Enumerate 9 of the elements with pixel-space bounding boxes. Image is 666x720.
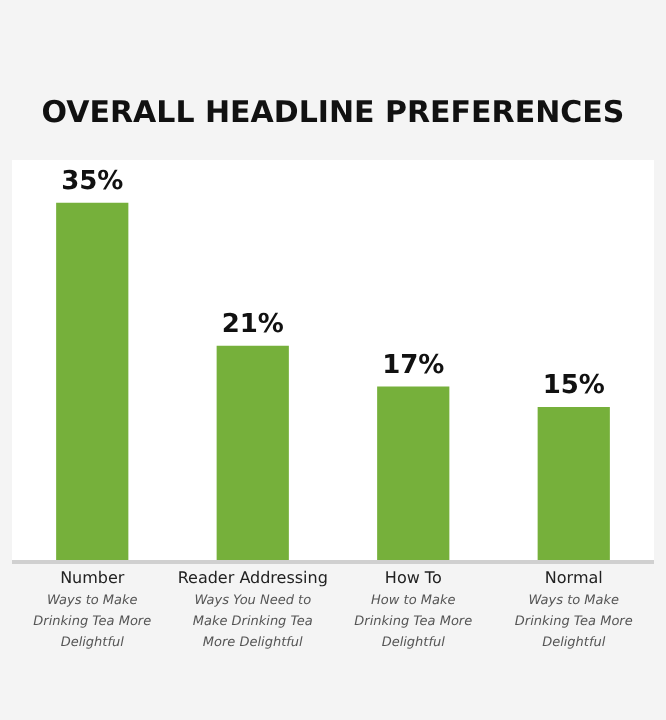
chart-title: OVERALL HEADLINE PREFERENCES xyxy=(41,93,625,130)
bar xyxy=(377,386,450,560)
data-label: 35% xyxy=(61,166,124,197)
data-label: 21% xyxy=(221,309,284,340)
bar xyxy=(537,406,610,560)
data-label: 17% xyxy=(382,350,445,381)
bar xyxy=(216,345,289,560)
bar xyxy=(56,202,129,560)
data-label: 15% xyxy=(542,370,605,401)
